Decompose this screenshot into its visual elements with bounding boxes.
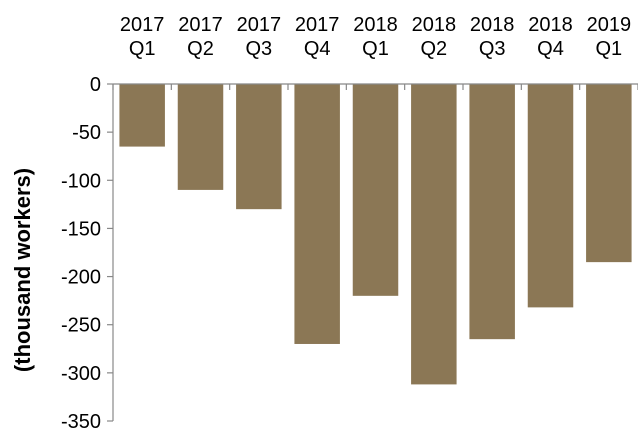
y-tick-label-6: -300 (61, 363, 101, 385)
bar-1 (177, 84, 224, 190)
bar-4 (352, 84, 399, 296)
x-tick-label-2-line-0: 2017 (237, 14, 282, 36)
y-tick-label-2: -100 (61, 170, 101, 192)
x-tick-label-6: 2018 Q3 (470, 14, 515, 60)
x-tick-label-1-line-0: 2017 (178, 14, 223, 36)
x-tick-label-6-line-1: Q3 (479, 38, 506, 60)
x-tick-label-2-line-1: Q3 (245, 38, 272, 60)
x-tick-label-4-line-1: Q1 (362, 38, 389, 60)
y-tick-label-1: -50 (72, 122, 101, 144)
x-tick-label-6-line-0: 2018 (470, 14, 515, 36)
bars-group (119, 84, 632, 385)
x-tick-label-2: 2017 Q3 (237, 14, 282, 60)
y-tick-label-5: -250 (61, 315, 101, 337)
x-tick-label-8-line-1: Q1 (595, 38, 622, 60)
x-tick-label-1: 2017 Q2 (178, 14, 223, 60)
x-tick-label-5-line-0: 2018 (412, 14, 457, 36)
x-tick-label-4: 2018 Q1 (353, 14, 398, 60)
x-tick-label-4-line-0: 2018 (353, 14, 398, 36)
x-tick-label-3-line-1: Q4 (304, 38, 331, 60)
bar-7 (527, 84, 574, 308)
y-tick-label-4: -200 (61, 267, 101, 289)
x-tick-label-0-line-1: Q1 (129, 38, 156, 60)
x-tick-label-7: 2018 Q4 (528, 14, 573, 60)
x-tick-label-3: 2017 Q4 (295, 14, 340, 60)
x-tick-label-8-line-0: 2019 (587, 14, 632, 36)
x-tick-label-8: 2019 Q1 (587, 14, 632, 60)
x-tick-label-7-line-1: Q4 (537, 38, 564, 60)
x-tick-label-0-line-0: 2017 (120, 14, 165, 36)
bar-3 (294, 84, 340, 344)
bar-6 (469, 84, 515, 340)
x-tick-label-5: 2018 Q2 (412, 14, 457, 60)
y-axis-title: (thousand workers) (10, 168, 35, 372)
bar-0 (119, 84, 165, 147)
x-tick-label-5-line-1: Q2 (420, 38, 447, 60)
bar-2 (236, 84, 282, 210)
bar-8 (586, 84, 632, 263)
bar-5 (411, 84, 457, 385)
x-tick-label-3-line-0: 2017 (295, 14, 340, 36)
y-tick-label-3: -150 (61, 218, 101, 240)
y-axis: 0 -50 -100 -150 -200 -250 -300 -350 (61, 74, 114, 430)
x-tick-label-1-line-1: Q2 (187, 38, 214, 60)
y-tick-label-0: 0 (90, 74, 101, 96)
x-tick-label-7-line-0: 2018 (528, 14, 573, 36)
x-tick-label-0: 2017 Q1 (120, 14, 165, 60)
y-tick-label-7: -350 (61, 411, 101, 430)
